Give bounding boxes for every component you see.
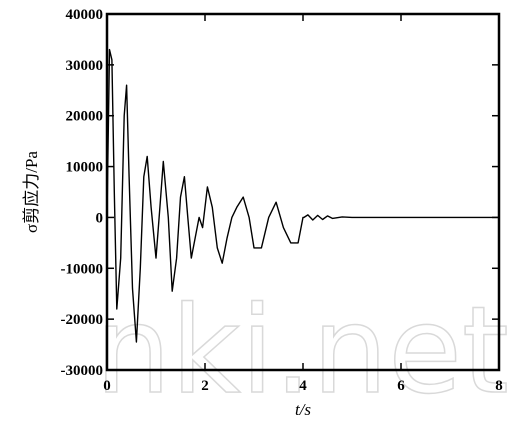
x-tick-label: 6 (397, 378, 405, 394)
y-tick-label: 30000 (66, 58, 104, 74)
y-tick-label: -30000 (61, 363, 104, 379)
y-tick-label: -20000 (61, 312, 104, 328)
series-layer (106, 48, 499, 343)
x-tick-label: 0 (103, 378, 111, 394)
y-tick-label: 40000 (66, 7, 104, 23)
y-axis-label: σ剪应力/Pa (22, 151, 41, 233)
y-tick-label: -10000 (61, 261, 104, 277)
x-tick-label: 8 (495, 378, 503, 394)
series-line-0 (106, 48, 499, 343)
x-axis-label: t/s (295, 400, 311, 419)
x-tick-label: 2 (201, 378, 209, 394)
x-tick-label: 4 (299, 378, 307, 394)
y-tick-label: 20000 (66, 109, 104, 125)
x-axis-ticks: 0 2 4 6 8 (103, 14, 503, 394)
y-tick-label: 10000 (66, 160, 104, 176)
y-tick-label: 0 (96, 210, 104, 226)
watermark-text: nki.net (95, 282, 509, 421)
